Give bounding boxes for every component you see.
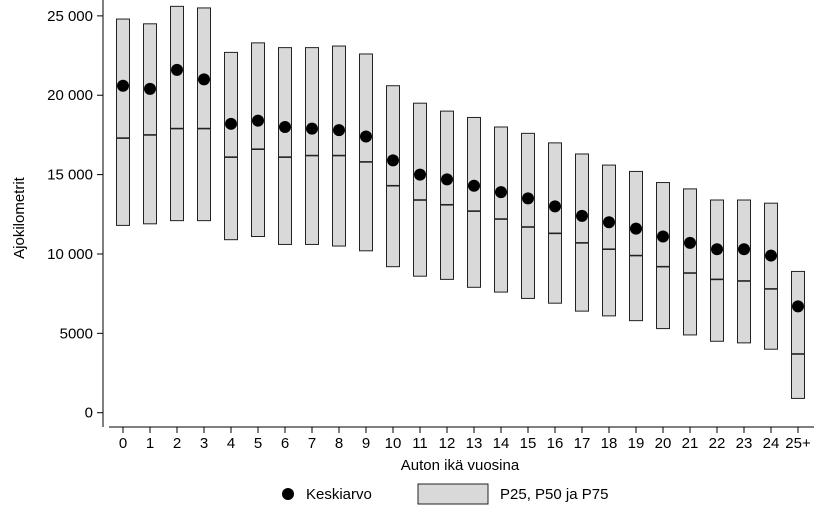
x-tick-label: 4 (227, 435, 235, 452)
percentile-box (251, 42, 265, 238)
y-tick-label: 10 000 (47, 246, 93, 263)
x-tick-label: 21 (682, 435, 699, 452)
percentile-box (683, 188, 697, 336)
mean-marker (549, 200, 561, 213)
percentile-box (602, 164, 616, 317)
x-tick-label: 0 (119, 435, 127, 452)
x-tick-label: 2 (173, 435, 181, 452)
mean-marker (765, 249, 777, 262)
mean-marker (198, 73, 210, 86)
mean-marker (333, 124, 345, 137)
mean-marker (441, 173, 453, 186)
percentile-box (413, 102, 427, 277)
mean-marker (225, 117, 237, 130)
mean-marker (387, 154, 399, 167)
mean-marker (576, 209, 588, 222)
y-tick-label: 5000 (60, 325, 93, 342)
percentile-box (224, 51, 238, 241)
x-tick-label: 23 (736, 435, 753, 452)
x-tick-label: 8 (335, 435, 343, 452)
percentile-box (467, 116, 481, 288)
percentile-box (197, 7, 211, 222)
x-tick-label: 14 (493, 435, 510, 452)
legend-box-swatch (417, 483, 489, 505)
mean-marker (468, 179, 480, 192)
x-tick-label: 24 (763, 435, 780, 452)
y-tick-label: 25 000 (47, 8, 93, 25)
mean-marker (117, 79, 129, 92)
percentile-box (764, 202, 778, 350)
percentile-box (494, 126, 508, 293)
percentile-box (170, 5, 184, 222)
y-tick-label: 0 (85, 405, 93, 422)
x-tick-label: 20 (655, 435, 672, 452)
percentile-box (305, 47, 319, 245)
mean-marker (738, 243, 750, 256)
mean-marker (792, 300, 804, 313)
x-tick-label: 17 (574, 435, 591, 452)
mean-marker (630, 222, 642, 235)
x-tick-label: 18 (601, 435, 618, 452)
x-tick-label: 19 (628, 435, 645, 452)
x-tick-label: 22 (709, 435, 726, 452)
percentile-box (521, 132, 535, 299)
x-tick-label: 15 (520, 435, 537, 452)
x-axis-title: Auton ikä vuosina (401, 457, 520, 474)
percentile-box (116, 18, 130, 226)
legend: Keskiarvo P25, P50 ja P75 (282, 483, 608, 505)
x-tick-label: 3 (200, 435, 208, 452)
x-tick-label: 6 (281, 435, 289, 452)
percentile-box (278, 47, 292, 245)
x-tick-label: 10 (385, 435, 402, 452)
percentile-box (359, 53, 373, 252)
mean-marker (684, 236, 696, 249)
mean-marker (144, 82, 156, 95)
percentile-box (386, 85, 400, 268)
percentile-box (656, 182, 670, 330)
legend-mean-marker (282, 488, 294, 500)
legend-label-mean: Keskiarvo (306, 486, 372, 503)
y-axis-title: Ajokilometrit (11, 176, 28, 259)
mean-marker (252, 114, 264, 127)
legend-label-percentiles: P25, P50 ja P75 (500, 486, 608, 503)
x-tick-label: 25+ (785, 435, 811, 452)
mean-marker (414, 168, 426, 181)
mean-marker (711, 243, 723, 256)
percentile-box (791, 270, 805, 399)
mean-marker (657, 230, 669, 243)
mean-marker (603, 216, 615, 229)
y-tick-label: 20 000 (47, 87, 93, 104)
percentile-box (143, 23, 157, 225)
mean-marker (171, 63, 183, 76)
x-tick-label: 9 (362, 435, 370, 452)
x-tick-label: 5 (254, 435, 262, 452)
x-tick-label: 16 (547, 435, 564, 452)
percentile-box (332, 45, 346, 247)
percentile-box (710, 199, 724, 342)
x-tick-label: 11 (412, 435, 428, 452)
mean-marker (306, 122, 318, 135)
x-tick-label: 7 (308, 435, 316, 452)
percentile-box (575, 153, 589, 312)
mean-marker (360, 130, 372, 143)
mean-marker (279, 120, 291, 133)
y-tick-label: 15 000 (47, 167, 93, 184)
x-tick-label: 13 (466, 435, 483, 452)
percentile-box (737, 199, 751, 344)
percentile-box (440, 110, 454, 280)
mean-marker (522, 192, 534, 205)
x-tick-label: 1 (146, 435, 154, 452)
percentile-box (548, 142, 562, 304)
x-tick-label: 12 (439, 435, 456, 452)
mean-marker (495, 186, 507, 199)
percentile-box (629, 170, 643, 322)
